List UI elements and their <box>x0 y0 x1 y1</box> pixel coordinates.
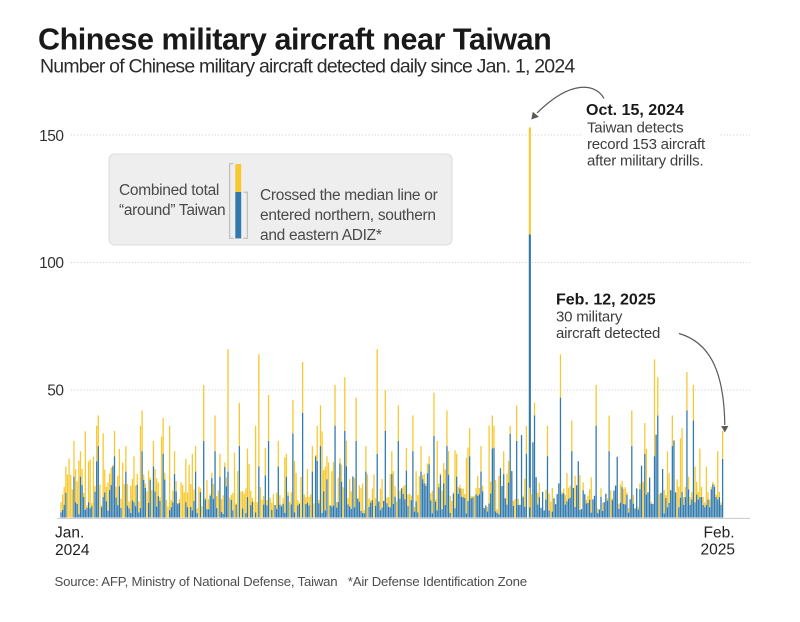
svg-text:Jan.: Jan. <box>55 525 84 542</box>
svg-text:2024: 2024 <box>55 542 90 559</box>
svg-text:Feb.: Feb. <box>703 525 734 542</box>
svg-text:Feb. 12, 2025: Feb. 12, 2025 <box>556 292 656 309</box>
svg-text:after military drills.: after military drills. <box>587 153 703 170</box>
svg-text:Taiwan detects: Taiwan detects <box>587 120 683 137</box>
svg-text:50: 50 <box>47 383 64 400</box>
svg-text:Combined total: Combined total <box>119 182 219 199</box>
svg-text:record 153 aircraft: record 153 aircraft <box>587 136 706 153</box>
svg-text:Oct. 15, 2024: Oct. 15, 2024 <box>586 102 684 119</box>
svg-text:Source: AFP, Ministry of Natio: Source: AFP, Ministry of National Defens… <box>55 574 527 589</box>
svg-text:and eastern ADIZ*: and eastern ADIZ* <box>260 227 382 244</box>
svg-text:Number of Chinese military air: Number of Chinese military aircraft dete… <box>40 56 575 78</box>
svg-text:150: 150 <box>39 128 64 145</box>
svg-text:Chinese military aircraft near: Chinese military aircraft near Taiwan <box>38 23 551 57</box>
svg-text:aircraft detected: aircraft detected <box>556 325 660 342</box>
svg-text:2025: 2025 <box>701 542 735 559</box>
svg-text:“around” Taiwan: “around” Taiwan <box>119 202 225 219</box>
svg-text:Crossed the median line or: Crossed the median line or <box>260 187 438 204</box>
svg-text:entered northern, southern: entered northern, southern <box>260 207 436 224</box>
svg-text:100: 100 <box>39 255 64 272</box>
svg-text:30 military: 30 military <box>556 309 623 326</box>
